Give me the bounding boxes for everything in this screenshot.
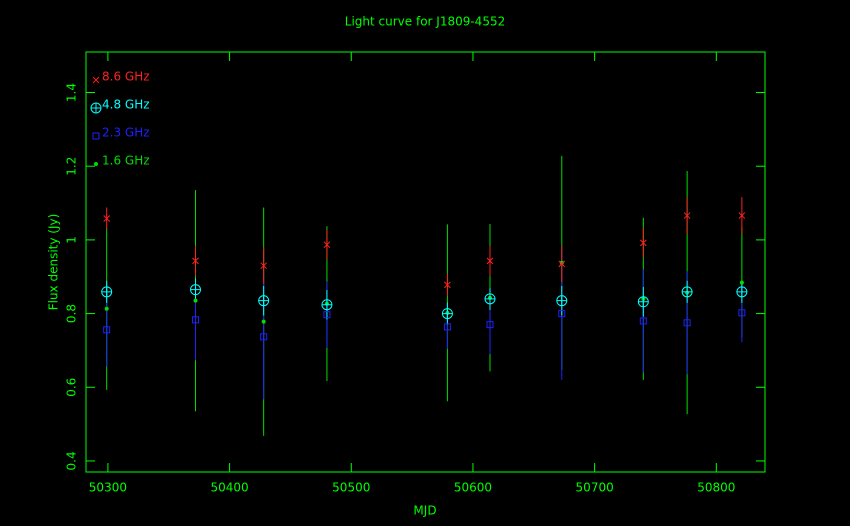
legend-marker [92, 76, 100, 84]
y-tick-label: 1.4 [65, 83, 79, 102]
x-tick-label: 50500 [332, 481, 370, 495]
marker-shape [443, 323, 451, 331]
x-tick-label: 50800 [697, 481, 735, 495]
data-point [192, 316, 200, 324]
marker-shape [92, 132, 100, 140]
marker-shape [260, 262, 268, 270]
data-point [556, 295, 568, 307]
data-point [558, 260, 566, 268]
data-point [736, 286, 748, 298]
marker-shape [193, 298, 198, 303]
data-point [101, 286, 113, 298]
legend-marker [94, 162, 98, 166]
data-point [739, 280, 744, 285]
data-point [261, 319, 266, 324]
marker-shape [323, 241, 331, 249]
data-point [260, 333, 268, 341]
marker-shape [738, 212, 746, 219]
y-tick-label: 1 [65, 236, 79, 244]
data-point [321, 299, 333, 311]
marker-shape [639, 317, 647, 325]
data-point [639, 317, 647, 325]
marker-shape [638, 296, 649, 307]
data-point [486, 257, 494, 265]
marker-shape [321, 299, 332, 310]
marker-shape [442, 308, 453, 319]
y-tick-label: 0.8 [65, 304, 79, 323]
marker-shape [323, 311, 331, 319]
marker-shape [94, 162, 98, 166]
data-point [193, 298, 198, 303]
marker-shape [559, 260, 564, 265]
marker-shape [682, 286, 693, 297]
marker-shape [683, 319, 691, 327]
data-point [738, 212, 746, 219]
data-point [559, 260, 564, 265]
marker-shape [558, 310, 566, 318]
legend-label: 4.8 GHz [102, 98, 150, 112]
marker-shape [190, 284, 201, 295]
marker-shape [258, 295, 269, 306]
data-point [258, 295, 270, 307]
y-axis-label: Flux density (Jy) [47, 214, 61, 311]
marker-shape [444, 281, 451, 289]
data-point [444, 281, 451, 289]
marker-shape [92, 76, 100, 84]
x-axis-label: MJD [413, 504, 436, 518]
y-tick-label: 0.4 [65, 451, 79, 470]
data-point [637, 296, 649, 308]
data-point [103, 215, 111, 222]
marker-shape [484, 293, 495, 304]
x-tick-label: 50300 [89, 481, 127, 495]
marker-shape [261, 319, 266, 324]
marker-shape [192, 316, 200, 324]
data-point [558, 310, 566, 318]
marker-shape [738, 309, 746, 317]
marker-shape [486, 257, 494, 265]
marker-shape [101, 286, 112, 297]
data-point [323, 311, 331, 319]
marker-shape [260, 333, 268, 341]
data-point [639, 239, 647, 247]
data-point [738, 309, 746, 317]
data-point [104, 306, 109, 311]
data-point [190, 284, 202, 296]
data-point [683, 319, 691, 327]
data-point [683, 212, 691, 219]
x-tick-label: 50600 [454, 481, 492, 495]
data-point [443, 323, 451, 331]
legend-label: 8.6 GHz [102, 70, 150, 84]
x-tick-label: 50700 [576, 481, 614, 495]
marker-shape [192, 257, 199, 265]
marker-shape [104, 306, 109, 311]
marker-shape [739, 280, 744, 285]
legend-label: 2.3 GHz [102, 126, 150, 140]
legend-label: 1.6 GHz [102, 154, 150, 168]
marker-shape [556, 295, 567, 306]
data-point [323, 241, 331, 249]
data-point [260, 262, 268, 270]
y-tick-label: 0.6 [65, 378, 79, 397]
marker-shape [486, 321, 494, 329]
plot-frame [85, 51, 766, 473]
y-tick-label: 1.2 [65, 157, 79, 176]
data-point [103, 326, 111, 334]
marker-shape [558, 260, 566, 268]
marker-shape [736, 286, 747, 297]
data-point [486, 321, 494, 329]
x-tick-label: 50400 [210, 481, 248, 495]
marker-shape [103, 326, 111, 334]
marker-shape [103, 215, 111, 222]
data-point [484, 293, 496, 305]
data-point [192, 257, 199, 265]
chart-title: Light curve for J1809-4552 [345, 15, 505, 29]
data-point [681, 286, 693, 298]
marker-shape [91, 103, 101, 113]
marker-shape [683, 212, 691, 219]
marker-shape [639, 239, 647, 247]
legend-marker [90, 102, 102, 114]
data-point [441, 308, 453, 320]
legend-marker [92, 132, 100, 140]
